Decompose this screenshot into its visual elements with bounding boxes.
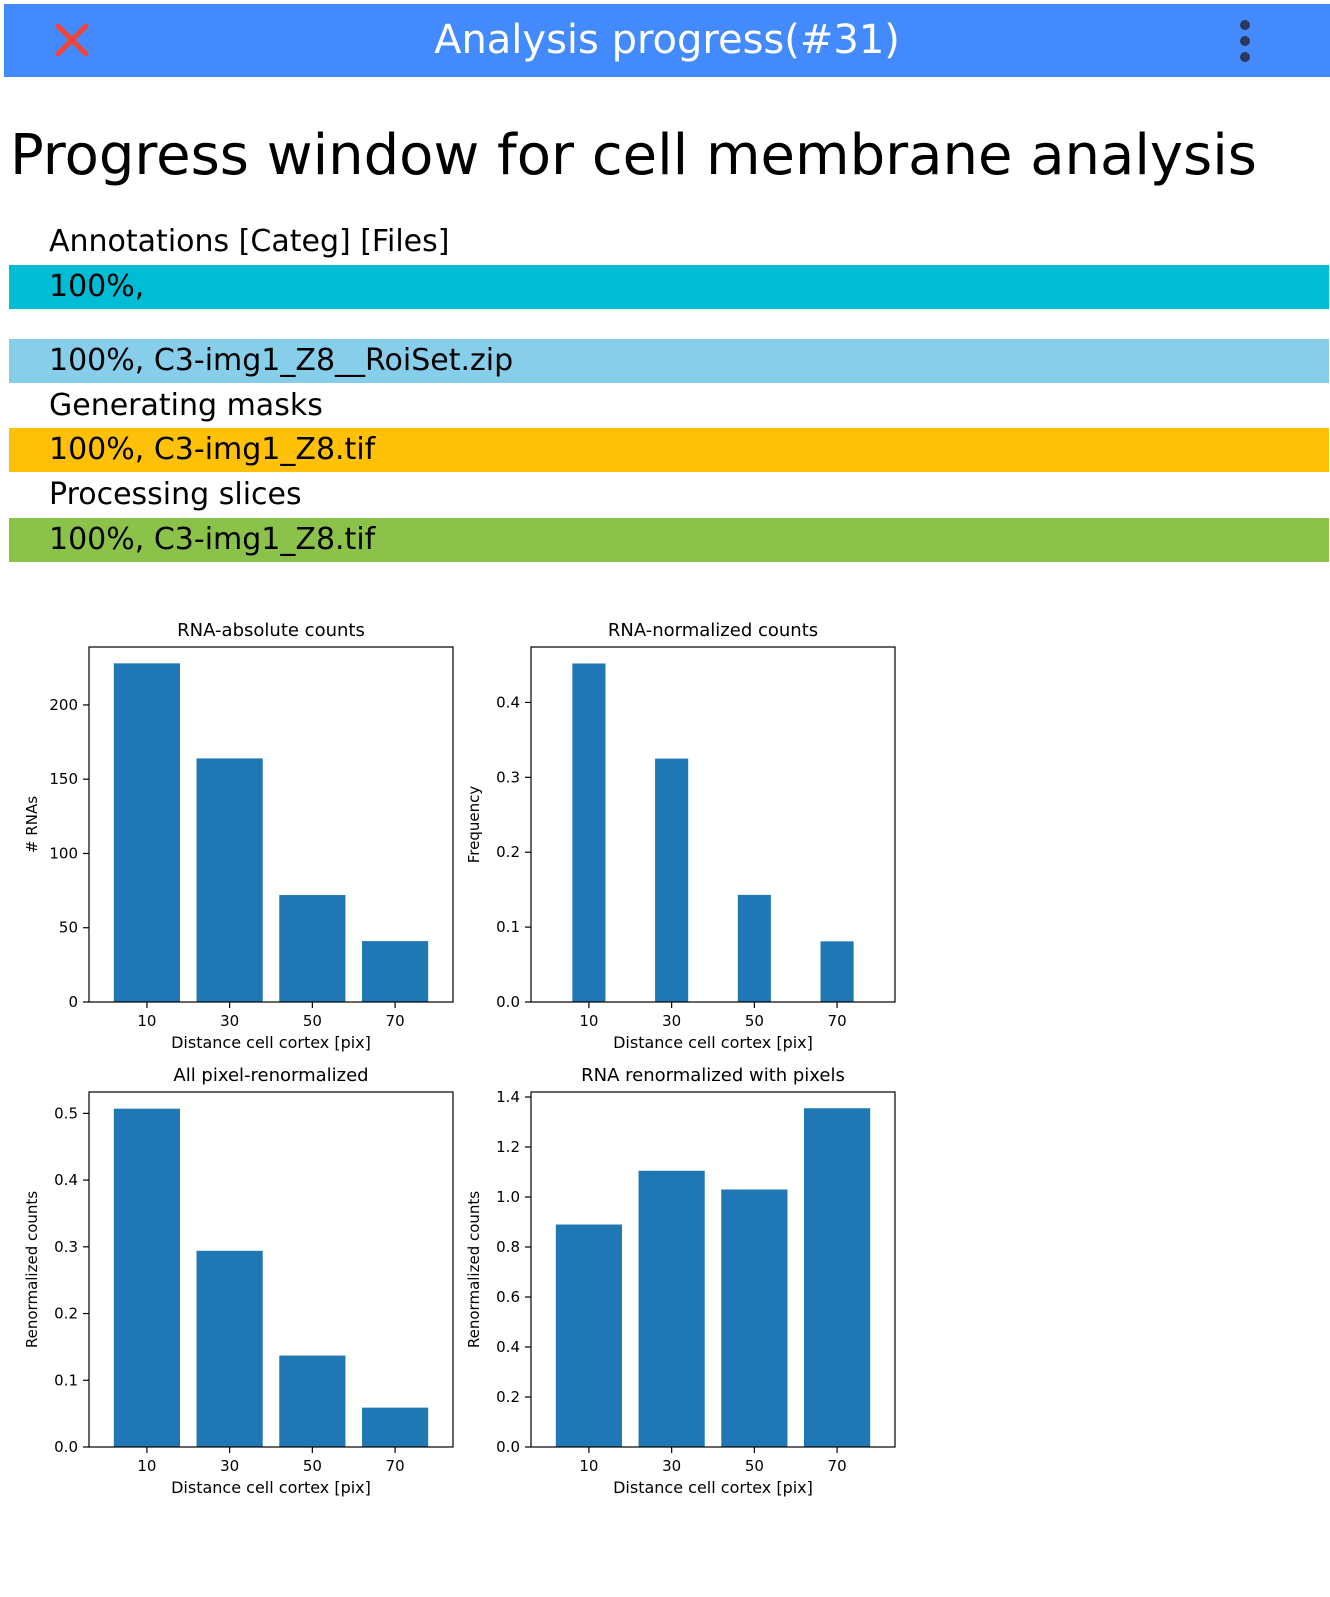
chart2-xtick-label-30: 30 [662,1012,681,1030]
chart2-ytick-label-0: 0.0 [496,993,520,1011]
chart3-bar-10 [113,1108,180,1447]
chart1-xtick-label-30: 30 [220,1012,239,1030]
chart2-xlabel: Distance cell cortex [pix] [613,1033,813,1052]
chart2-xtick-label-50: 50 [745,1012,764,1030]
chart1-bar-50 [279,895,346,1002]
chart3-xlabel: Distance cell cortex [pix] [171,1478,371,1497]
chart3-xtick-label-30: 30 [220,1457,239,1475]
chart3-ytick-label-1: 0.1 [54,1371,78,1389]
masks-progress-fill [9,428,1329,472]
chart1-title: RNA-absolute counts [177,620,365,641]
chart4-ytick-label-5: 1.0 [496,1188,520,1206]
slices-progress-text: 100%, C3-img1_Z8.tif [49,522,376,557]
chart4-title: RNA renormalized with pixels [581,1065,845,1086]
chart4-bar-70 [804,1108,871,1447]
masks-progress-text: 100%, C3-img1_Z8.tif [49,432,376,467]
annotations-progress-text: 100%, [49,269,145,304]
chart4-ytick-label-4: 0.8 [496,1238,520,1256]
chart4-bar-30 [638,1170,705,1447]
chart1-ytick-label-1: 50 [59,919,78,937]
chart4-bar-50 [721,1189,788,1447]
chart4-xlabel: Distance cell cortex [pix] [613,1478,813,1497]
chart4-ytick-label-6: 1.2 [496,1138,520,1156]
close-button[interactable] [48,16,96,64]
overflow-menu-button[interactable] [1230,18,1260,64]
chart2-bar-70 [820,941,854,1002]
chart4-ytick-label-1: 0.2 [496,1388,520,1406]
masks-progress-bar: 100%, C3-img1_Z8.tif [9,428,1329,472]
chart3-ytick-label-2: 0.2 [54,1305,78,1323]
chart1-bar-70 [362,941,429,1002]
masks-label: Generating masks [49,388,323,423]
chart1-xtick-label-10: 10 [137,1012,156,1030]
annotations-label: Annotations [Categ] [Files] [49,224,450,259]
chart3-ytick-label-4: 0.4 [54,1171,78,1189]
chart4-ytick-label-0: 0.0 [496,1438,520,1456]
chart3-ytick-label-0: 0.0 [54,1438,78,1456]
chart3-bar-30 [196,1250,263,1447]
chart1-xlabel: Distance cell cortex [pix] [171,1033,371,1052]
app-title: Analysis progress(#31) [434,17,900,63]
chart1-xtick-label-70: 70 [386,1012,405,1030]
chart4-xtick-label-30: 30 [662,1457,681,1475]
chart2-ytick-label-4: 0.4 [496,693,520,711]
chart1-ytick-label-3: 150 [49,770,78,788]
chart4-bar-10 [555,1224,622,1447]
chart1-ytick-label-0: 0 [68,993,78,1011]
chart4-xtick-label-50: 50 [745,1457,764,1475]
title-bar: Analysis progress(#31) [4,4,1330,77]
chart1-frame [88,646,454,1003]
chart2-bar-30 [655,758,689,1002]
chart4-ytick-label-7: 1.4 [496,1088,520,1106]
chart2-bar-50 [737,894,771,1002]
chart4-ytick-label-2: 0.4 [496,1338,520,1356]
chart2-bar-10 [572,663,606,1002]
charts-figure: 10 30 50 70 0 50 100 150 200 RNA-absolute counts D… [23,620,896,1497]
chart2-frame [530,646,896,1003]
chart1-ytick-label-4: 200 [49,696,78,714]
files-progress-fill [9,339,1329,383]
slices-progress-fill [9,518,1329,562]
chart3-title: All pixel-renormalized [173,1065,368,1086]
chart2-title: RNA-normalized counts [608,620,818,641]
chart3-xtick-label-10: 10 [137,1457,156,1475]
annotations-progress-bar: 100%, [9,265,1329,309]
slices-label: Processing slices [49,477,302,512]
chart4-ylabel: Renormalized counts [465,1191,483,1348]
chart3-xtick-label-50: 50 [303,1457,322,1475]
chart3-frame [88,1091,454,1448]
chart4-ytick-label-3: 0.6 [496,1288,520,1306]
chart3-bar-50 [279,1355,346,1447]
chart4-frame [530,1091,896,1448]
chart3-ylabel: Renormalized counts [23,1191,41,1348]
files-progress-bar: 100%, C3-img1_Z8__RoiSet.zip [9,339,1329,383]
slices-progress-bar: 100%, C3-img1_Z8.tif [9,518,1329,562]
chart2-xtick-label-70: 70 [828,1012,847,1030]
close-icon [55,23,89,57]
chart3-ytick-label-5: 0.5 [54,1104,78,1122]
chart3-xtick-label-70: 70 [386,1457,405,1475]
files-progress-text: 100%, C3-img1_Z8__RoiSet.zip [49,343,514,378]
chart2-ylabel: Frequency [465,786,483,864]
more-vert-icon [1240,20,1250,62]
chart2-ytick-label-2: 0.2 [496,843,520,861]
chart3-ytick-label-3: 0.3 [54,1238,78,1256]
page-title: Progress window for cell membrane analys… [10,123,1257,188]
chart1-ylabel: # RNAs [23,796,41,853]
chart2-xtick-label-10: 10 [579,1012,598,1030]
chart1-bar-30 [196,758,263,1002]
chart1-bar-10 [113,663,180,1002]
annotations-progress-fill [9,265,1329,309]
chart1-xtick-label-50: 50 [303,1012,322,1030]
chart2-ytick-label-1: 0.1 [496,918,520,936]
chart1-ytick-label-2: 100 [49,844,78,862]
chart4-xtick-label-70: 70 [828,1457,847,1475]
chart4-xtick-label-10: 10 [579,1457,598,1475]
chart2-ytick-label-3: 0.3 [496,768,520,786]
chart3-bar-70 [362,1407,429,1447]
